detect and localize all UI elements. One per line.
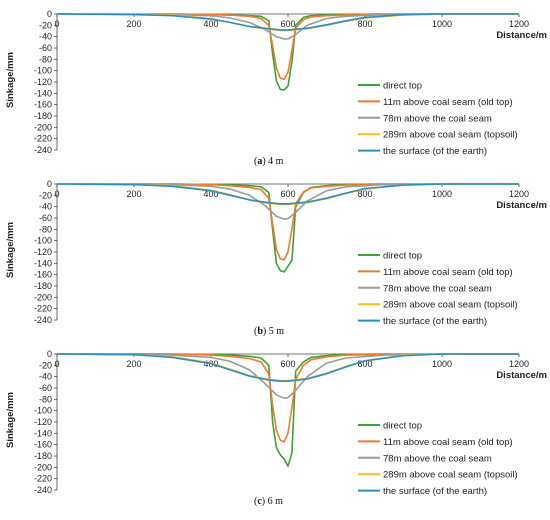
x-tick-label: 1000 <box>432 19 452 29</box>
y-tick-label: -80 <box>39 224 52 234</box>
x-tick-label: 600 <box>280 19 295 29</box>
legend-label-1: direct top <box>383 251 422 262</box>
y-tick-label: -20 <box>39 190 52 200</box>
y-tick-label: -80 <box>39 394 52 404</box>
x-tick-label: 800 <box>357 359 372 369</box>
legend-label-2: 11m above coal seam (old top) <box>383 267 513 278</box>
y-tick-label: -80 <box>39 54 52 64</box>
y-tick-label: -60 <box>39 43 52 53</box>
y-tick-label: -160 <box>34 270 52 280</box>
y-tick-label: -200 <box>34 292 52 302</box>
legend-label-5: the surface (of the earth) <box>383 486 487 497</box>
series-line-1 <box>57 353 519 467</box>
y-tick-label: -240 <box>34 145 52 155</box>
y-tick-label: -220 <box>34 134 52 144</box>
series-line-2 <box>57 183 519 261</box>
y-tick-label: -40 <box>39 32 52 42</box>
legend-label-3: 78m above the coal seam <box>383 453 492 464</box>
chart-panel-b: 0-20 -40-60-80 -100-120-140 -160-180-200 -22… <box>5 179 547 337</box>
x-tick-label: 0 <box>54 189 59 199</box>
x-tick-label: 1000 <box>432 189 452 199</box>
x-tick-label: 600 <box>280 359 295 369</box>
y-tick-label: -100 <box>34 66 52 76</box>
y-tick-label: -20 <box>39 360 52 370</box>
x-tick-label: 200 <box>126 359 141 369</box>
y-tick-label: -140 <box>34 428 52 438</box>
panel-caption: (b) 5 m <box>254 326 284 337</box>
x-tick-label: 0 <box>54 359 59 369</box>
panel-caption: (c) 6 m <box>254 496 283 507</box>
series-line-2 <box>57 13 519 80</box>
x-tick-label: 600 <box>280 189 295 199</box>
x-axis-title: Distance/m <box>496 200 547 211</box>
chart-panel-a: 0-20 -40-60-80 -100-120-140 -160-180-200 -22… <box>5 9 547 167</box>
y-tick-label: -240 <box>34 485 52 495</box>
y-tick-label: -100 <box>34 236 52 246</box>
x-tick-label: 400 <box>203 189 218 199</box>
y-tick-label: -120 <box>34 77 52 87</box>
y-tick-label: -180 <box>34 111 52 121</box>
chart-panel-c: 0-20 -40-60-80 -100-120-140 -160-180-200 -22… <box>5 349 547 507</box>
x-tick-label: 400 <box>203 19 218 29</box>
y-tick-label: -200 <box>34 462 52 472</box>
y-tick-label: 0 <box>47 9 52 19</box>
y-tick-label: -40 <box>39 202 52 212</box>
y-axis-title: Sinkage/mm <box>5 222 16 278</box>
legend-label-4: 289m above coal seam (topsoil) <box>383 130 518 141</box>
y-tick-label: -60 <box>39 383 52 393</box>
x-axis-title: Distance/m <box>496 370 547 381</box>
legend-label-5: the surface (of the earth) <box>383 146 487 157</box>
series-line-5 <box>56 353 519 383</box>
x-tick-label: 0 <box>54 19 59 29</box>
x-tick-label: 200 <box>126 19 141 29</box>
y-tick-label: -120 <box>34 417 52 427</box>
legend-label-2: 11m above coal seam (old top) <box>383 437 513 448</box>
x-tick-label: 800 <box>357 19 372 29</box>
series-line-5 <box>56 13 519 31</box>
y-tick-label: -140 <box>34 258 52 268</box>
y-axis-title: Sinkage/mm <box>5 392 16 448</box>
series-line-3 <box>56 353 519 400</box>
legend-label-3: 78m above the coal seam <box>383 283 492 294</box>
x-tick-label: 1200 <box>509 359 529 369</box>
y-tick-label: -60 <box>39 213 52 223</box>
y-tick-label: -220 <box>34 304 52 314</box>
series-line-5 <box>56 183 519 205</box>
x-tick-label: 1200 <box>509 19 529 29</box>
y-tick-label: -100 <box>34 406 52 416</box>
y-tick-label: -40 <box>39 372 52 382</box>
panel-caption: (a) 4 m <box>254 156 284 167</box>
y-tick-label: -120 <box>34 247 52 257</box>
series-line-3 <box>56 183 519 220</box>
y-tick-label: 0 <box>47 179 52 189</box>
legend-label-5: the surface (of the earth) <box>383 316 487 327</box>
y-tick-label: -180 <box>34 451 52 461</box>
x-tick-label: 1000 <box>432 359 452 369</box>
x-tick-label: 200 <box>126 189 141 199</box>
y-tick-label: 0 <box>47 349 52 359</box>
series-line-3 <box>56 13 519 40</box>
y-tick-label: -160 <box>34 100 52 110</box>
y-axis-title: Sinkage/mm <box>5 52 16 108</box>
legend-label-3: 78m above the coal seam <box>383 113 492 124</box>
series-line-2 <box>57 353 519 443</box>
legend-label-1: direct top <box>383 421 422 432</box>
y-tick-label: -180 <box>34 281 52 291</box>
x-tick-label: 1200 <box>509 189 529 199</box>
y-tick-label: -220 <box>34 474 52 484</box>
y-tick-label: -20 <box>39 20 52 30</box>
legend-label-1: direct top <box>383 81 422 92</box>
x-tick-label: 800 <box>357 189 372 199</box>
y-tick-label: -140 <box>34 88 52 98</box>
legend-label-4: 289m above coal seam (topsoil) <box>383 470 518 481</box>
x-axis-title: Distance/m <box>496 30 547 41</box>
y-tick-label: -160 <box>34 440 52 450</box>
legend-label-2: 11m above coal seam (old top) <box>383 97 513 108</box>
y-tick-label: -240 <box>34 315 52 325</box>
y-tick-label: -200 <box>34 122 52 132</box>
legend-label-4: 289m above coal seam (topsoil) <box>383 300 518 311</box>
